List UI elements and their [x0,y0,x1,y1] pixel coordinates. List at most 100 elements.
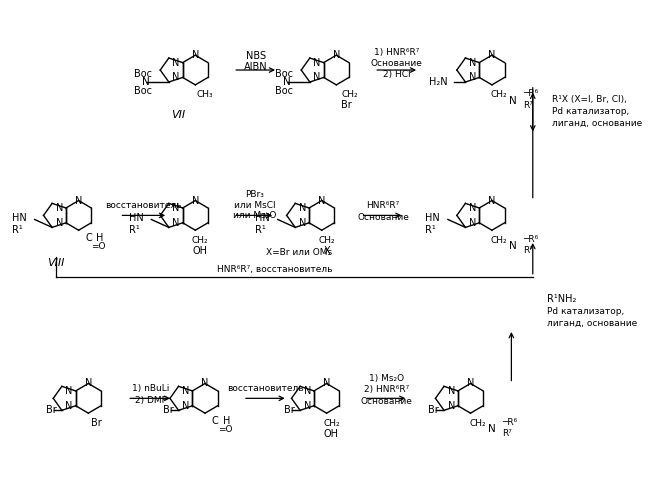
Text: CH₂: CH₂ [469,418,485,428]
Text: N: N [283,77,291,87]
Text: N: N [201,378,209,388]
Text: AIBN: AIBN [244,62,267,72]
Text: Br: Br [163,406,174,415]
Text: ─R⁶: ─R⁶ [501,418,517,426]
Text: N: N [323,378,331,388]
Text: N: N [304,401,311,411]
Text: CH₃: CH₃ [196,90,213,99]
Text: CH₂: CH₂ [319,236,335,244]
Text: =O: =O [217,426,232,434]
Text: N: N [509,96,517,106]
Text: N: N [56,218,63,228]
Text: N: N [313,58,321,68]
Text: Br: Br [91,418,102,428]
Text: N: N [75,196,82,205]
Text: HN: HN [426,212,440,222]
Text: лиганд, основание: лиганд, основание [547,318,638,328]
Text: R¹NH₂: R¹NH₂ [547,294,577,304]
Text: N: N [142,77,150,87]
Text: C: C [212,416,219,426]
Text: N: N [332,50,340,60]
Text: VIII: VIII [48,258,65,268]
Text: X: X [323,246,330,256]
Text: Pd катализатор,: Pd катализатор, [552,107,630,116]
Text: N: N [299,203,306,213]
Text: R⁷: R⁷ [523,101,533,110]
Text: 1) Ms₂O: 1) Ms₂O [369,374,404,383]
Text: N: N [172,58,180,68]
Text: N: N [172,203,180,213]
Text: N: N [488,50,495,60]
Text: Основание: Основание [370,58,422,68]
Text: R¹: R¹ [426,226,436,235]
Text: 1) nBuLi: 1) nBuLi [132,384,170,393]
Text: N: N [172,218,180,228]
Text: или Ms₂O: или Ms₂O [233,211,277,220]
Text: HN: HN [12,212,27,222]
Text: Основание: Основание [361,397,413,406]
Text: R¹: R¹ [12,226,23,235]
Text: N: N [172,72,180,83]
Text: HN: HN [129,212,144,222]
Text: Br: Br [47,406,57,415]
Text: R¹: R¹ [255,226,266,235]
Text: CH₂: CH₂ [192,236,209,244]
Text: N: N [467,378,474,388]
Text: Boc: Boc [134,69,152,79]
Text: HNR⁶R⁷: HNR⁶R⁷ [366,201,400,210]
Text: N: N [84,378,92,388]
Text: H: H [96,233,104,243]
Text: =O: =O [91,242,106,250]
Text: Br: Br [428,406,439,415]
Text: Pd катализатор,: Pd катализатор, [547,307,624,316]
Text: 2) HCl: 2) HCl [383,70,410,80]
Text: NBS: NBS [245,51,266,61]
Text: N: N [448,401,455,411]
Text: 2) HNR⁶R⁷: 2) HNR⁶R⁷ [364,385,410,394]
Text: OH: OH [193,246,207,256]
Text: HNR⁶R⁷, восстановитель: HNR⁶R⁷, восстановитель [217,266,332,274]
Text: R⁷: R⁷ [523,246,533,256]
Text: N: N [448,386,455,396]
Text: HN: HN [255,212,270,222]
Text: CH₂: CH₂ [490,236,507,244]
Text: CH₂: CH₂ [323,418,340,428]
Text: H: H [223,416,230,426]
Text: N: N [318,196,325,205]
Text: C: C [85,233,92,243]
Text: PBr₃: PBr₃ [245,190,264,199]
Text: Br: Br [341,100,352,110]
Text: N: N [469,72,476,83]
Text: Br: Br [285,406,295,415]
Text: N: N [192,196,199,205]
Text: Boc: Boc [275,86,293,96]
Text: X=Br или OMs: X=Br или OMs [266,248,332,258]
Text: или MsCl: или MsCl [234,201,275,210]
Text: восстановитель: восстановитель [106,201,182,210]
Text: N: N [65,401,72,411]
Text: N: N [469,58,476,68]
Text: N: N [299,218,306,228]
Text: восстановитель: восстановитель [227,384,304,393]
Text: R¹: R¹ [129,226,140,235]
Text: 2) DMF: 2) DMF [135,396,166,405]
Text: лиганд, основание: лиганд, основание [552,119,642,128]
Text: N: N [56,203,63,213]
Text: N: N [65,386,72,396]
Text: N: N [192,50,199,60]
Text: ─R⁶: ─R⁶ [523,234,538,244]
Text: N: N [488,424,496,434]
Text: 1) HNR⁶R⁷: 1) HNR⁶R⁷ [374,48,420,56]
Text: N: N [182,386,190,396]
Text: Boc: Boc [134,86,152,96]
Text: N: N [182,401,190,411]
Text: N: N [469,218,476,228]
Text: R⁷: R⁷ [501,430,511,438]
Text: N: N [488,196,495,205]
Text: VII: VII [171,110,185,120]
Text: CH₂: CH₂ [341,90,358,99]
Text: Boc: Boc [275,69,293,79]
Text: N: N [313,72,321,83]
Text: CH₂: CH₂ [490,90,507,99]
Text: OH: OH [324,429,339,439]
